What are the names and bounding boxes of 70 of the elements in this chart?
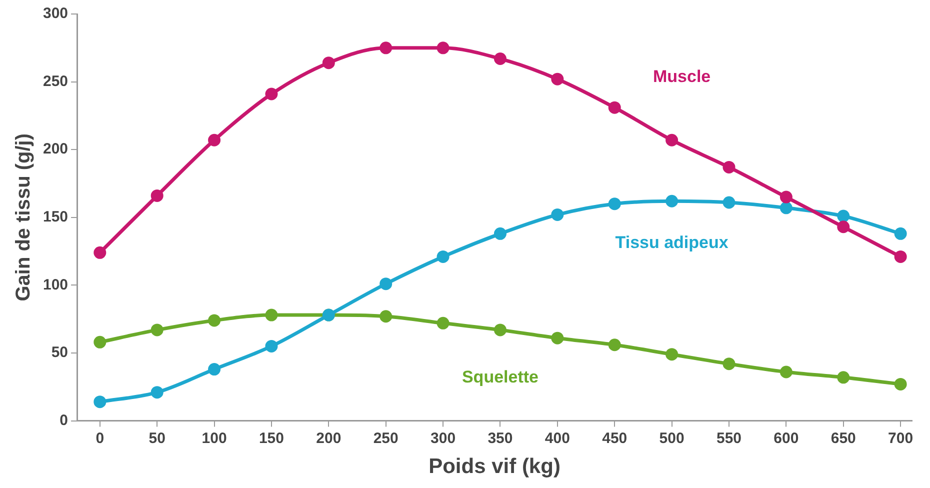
x-tick-label: 200 (316, 430, 342, 447)
x-tick-label: 100 (202, 430, 227, 447)
x-tick-label: 300 (430, 430, 456, 447)
y-tick-label: 200 (42, 140, 68, 158)
point (494, 227, 506, 240)
x-tick-label: 600 (774, 430, 799, 447)
y-tick-label: 250 (42, 72, 68, 90)
point (380, 278, 392, 290)
point (666, 348, 678, 361)
point (608, 198, 621, 210)
point (837, 220, 850, 234)
point (150, 386, 164, 399)
point (265, 88, 278, 100)
point (551, 332, 564, 344)
point (380, 42, 392, 54)
text: Muscle (652, 66, 711, 86)
point (894, 250, 907, 263)
point (208, 314, 221, 327)
point (94, 336, 106, 348)
x-tick-label: 400 (544, 430, 570, 447)
point (208, 134, 221, 146)
point (380, 310, 392, 323)
x-tick-label: 500 (659, 430, 684, 447)
point (436, 250, 450, 263)
y-tick-label: 150 (42, 208, 68, 226)
point (608, 338, 621, 352)
point (322, 56, 335, 70)
y-tick-label: 300 (42, 5, 68, 22)
series-label: Squelette (462, 368, 538, 387)
y-tick-label: 0 (60, 412, 68, 429)
point (208, 363, 221, 376)
point (722, 196, 736, 209)
point (150, 324, 164, 336)
point (894, 378, 907, 390)
x-tick-label: 450 (602, 430, 628, 447)
y-axis-title: Gain de tissu (g/j) (12, 134, 35, 302)
x-tick-label: 50 (148, 430, 166, 447)
x-tick-label: 550 (716, 430, 742, 447)
point (94, 246, 106, 259)
point (666, 134, 678, 146)
series-label: Tissu adipeux (615, 232, 729, 252)
x-tick-label: 150 (258, 430, 284, 447)
point (780, 190, 792, 204)
point (494, 324, 506, 336)
x-tick-label: 650 (830, 430, 856, 447)
y-tick-label: 50 (51, 344, 68, 362)
point (837, 371, 850, 384)
x-tick-label: 250 (373, 430, 398, 447)
point (551, 208, 564, 221)
y-tick-label: 100 (42, 276, 68, 294)
point (436, 42, 450, 54)
point (837, 210, 850, 222)
point (265, 340, 278, 352)
x-axis-title: Poids vif (kg) (428, 455, 560, 478)
point (780, 366, 792, 378)
point (551, 72, 564, 86)
x-tick-label: 350 (488, 430, 513, 447)
x-tick-label: 700 (888, 430, 914, 447)
point (608, 101, 621, 114)
point (94, 396, 106, 408)
point (666, 194, 678, 208)
point (494, 52, 506, 65)
point (894, 227, 907, 240)
point (436, 316, 450, 330)
x-tick-label: 0 (96, 430, 104, 447)
point (150, 189, 164, 202)
point (722, 358, 736, 370)
point (780, 202, 792, 214)
point (722, 160, 736, 174)
point (265, 308, 278, 322)
